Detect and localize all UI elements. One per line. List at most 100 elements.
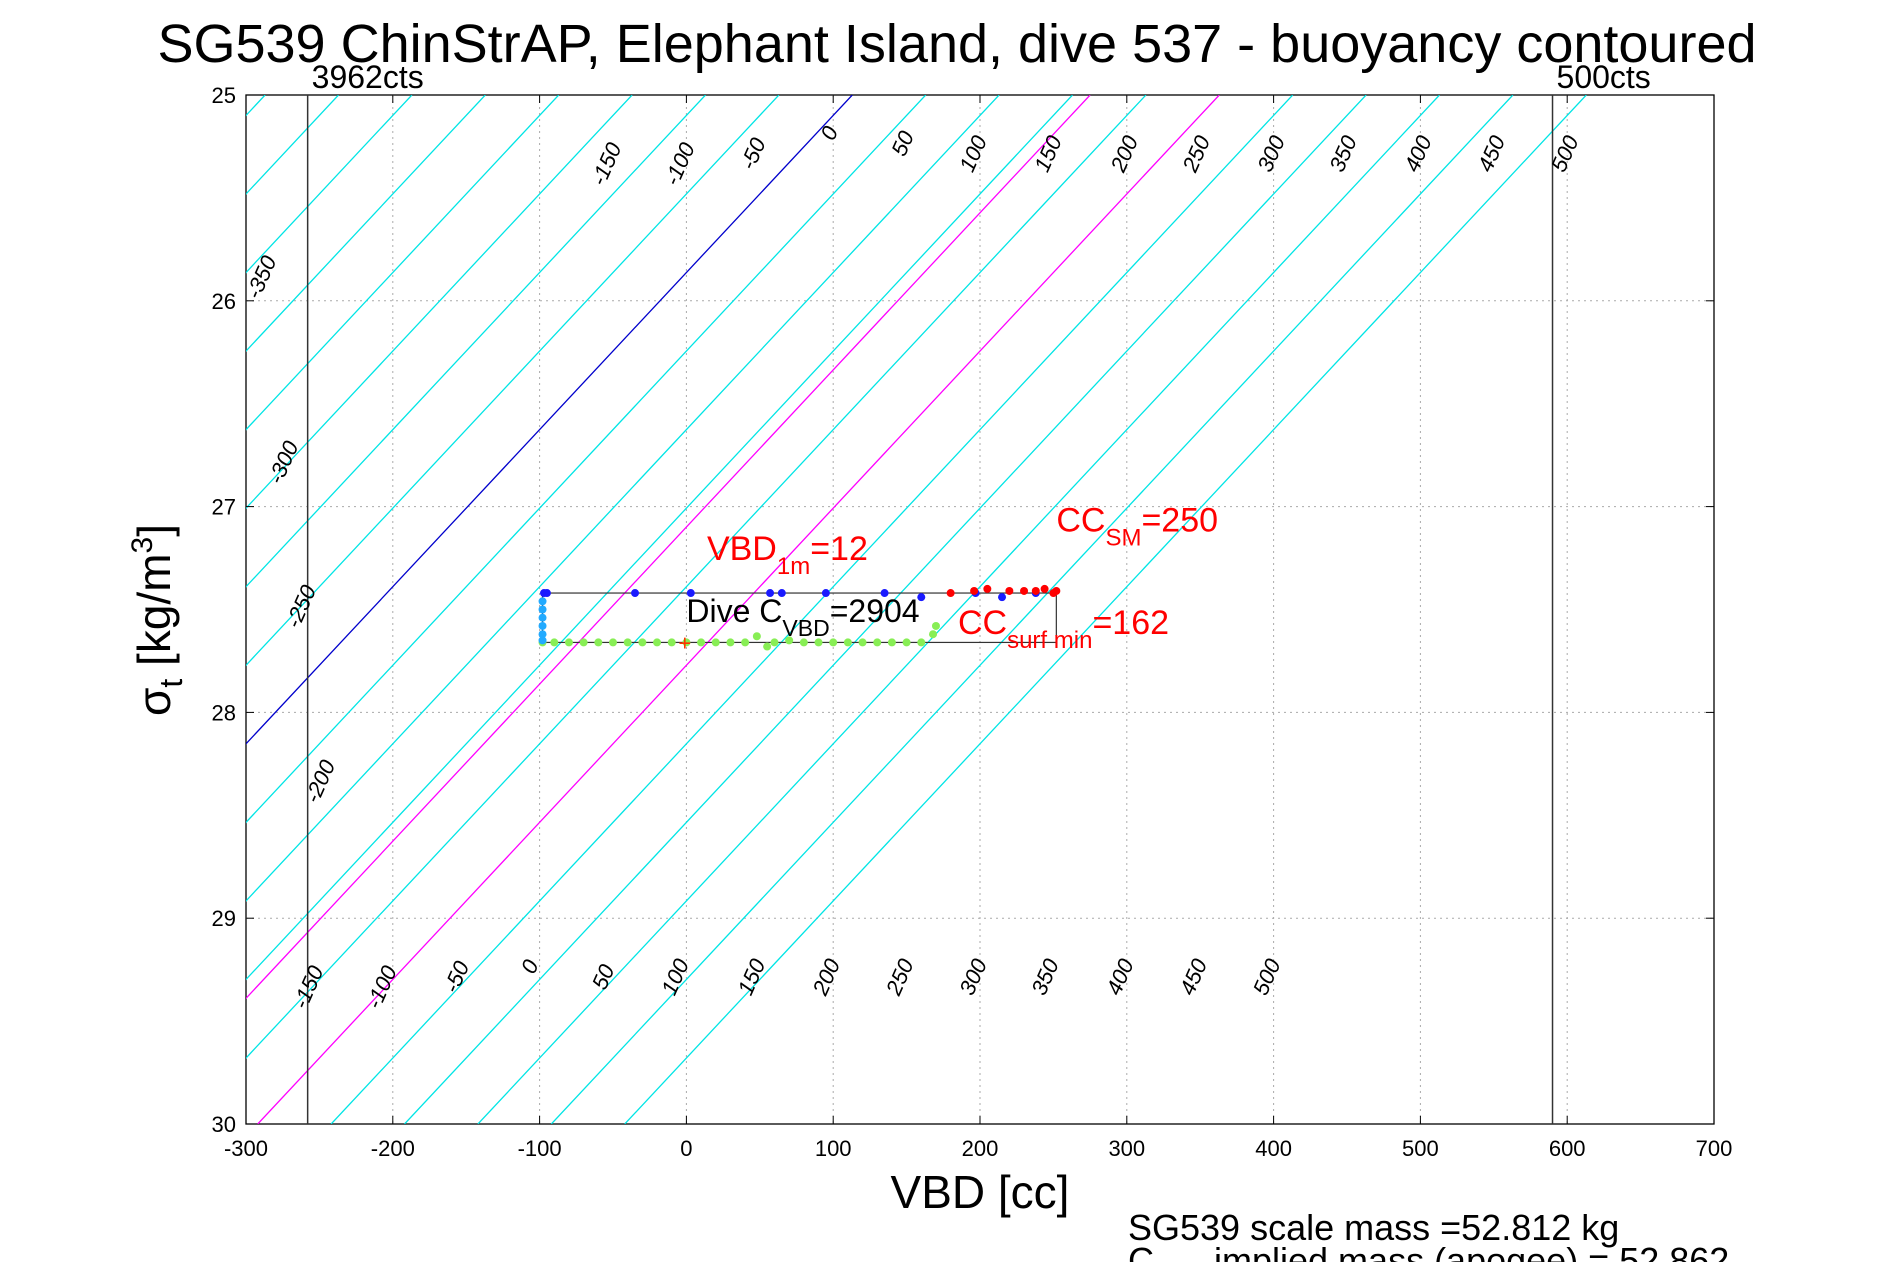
data-point bbox=[741, 638, 750, 647]
contour-line bbox=[624, 95, 1587, 1124]
contour-line bbox=[246, 95, 927, 824]
grid-lines bbox=[246, 95, 1714, 1124]
contour-label: -50 bbox=[735, 133, 771, 173]
contour-line bbox=[404, 95, 1367, 1124]
annotations: VBD1m=12 CCSM=250 CCsurf min=162 Dive CVBD=… bbox=[686, 501, 1218, 654]
chart-title: SG539 ChinStrAP, Elephant Island, dive 5… bbox=[157, 14, 1756, 74]
buoyancy-contours bbox=[246, 95, 1587, 1124]
footer-scale-mass: SG539 scale mass =52.812 kg bbox=[1128, 1207, 1619, 1248]
contour-label: 100 bbox=[656, 954, 694, 998]
footer-implied-mass: C implied mass (apogee) = 52.862 bbox=[1128, 1240, 1729, 1262]
contour-line bbox=[550, 95, 1514, 1124]
contour-label: 350 bbox=[1026, 954, 1064, 998]
contour-line bbox=[246, 95, 1073, 981]
contour-label: -200 bbox=[300, 755, 341, 806]
data-point bbox=[770, 638, 779, 647]
data-point bbox=[829, 638, 838, 647]
data-point bbox=[538, 613, 547, 622]
data-point bbox=[880, 589, 889, 598]
contour-label: 0 bbox=[815, 122, 843, 144]
data-point bbox=[887, 638, 896, 647]
zero-marker: + bbox=[678, 630, 691, 655]
y-tick-label: 28 bbox=[212, 700, 236, 725]
contour-label: 50 bbox=[587, 960, 620, 993]
contour-label: 200 bbox=[807, 954, 845, 999]
contour-label: 150 bbox=[733, 954, 771, 998]
contour-label: -250 bbox=[280, 581, 321, 632]
annotation: VBD1m=12 bbox=[707, 530, 868, 580]
x-tick-label: 100 bbox=[815, 1136, 852, 1161]
y-tick-label: 29 bbox=[212, 906, 236, 931]
data-point bbox=[686, 589, 695, 598]
x-tick-label: -100 bbox=[518, 1136, 562, 1161]
data-point bbox=[631, 589, 640, 598]
data-point bbox=[564, 638, 573, 647]
data-point bbox=[638, 638, 647, 647]
data-point bbox=[763, 642, 772, 651]
x-tick-label: 0 bbox=[680, 1136, 692, 1161]
data-point bbox=[983, 584, 992, 593]
contour-line bbox=[246, 95, 560, 431]
data-point bbox=[550, 638, 559, 647]
y-axis-ticks: 25 26 27 28 29 30 bbox=[212, 83, 1714, 1137]
x-tick-label: 600 bbox=[1549, 1136, 1586, 1161]
data-point bbox=[946, 589, 955, 598]
y-axis-label: σt [kg/m3] bbox=[126, 524, 189, 716]
contour-label: 200 bbox=[1105, 131, 1143, 176]
data-point bbox=[902, 638, 911, 647]
data-point bbox=[594, 638, 603, 647]
y-tick-label: 25 bbox=[212, 83, 236, 108]
contour-line bbox=[246, 95, 1147, 1059]
contour-label: 300 bbox=[1252, 131, 1290, 175]
data-point bbox=[970, 586, 979, 595]
contour-label: 0 bbox=[516, 955, 544, 977]
contour-line bbox=[246, 95, 413, 274]
contour-line bbox=[246, 95, 486, 353]
data-point bbox=[538, 630, 547, 639]
data-point bbox=[843, 638, 852, 647]
contour-label: -350 bbox=[241, 251, 282, 302]
data-point bbox=[711, 638, 720, 647]
x-tick-label: 300 bbox=[1108, 1136, 1145, 1161]
data-point bbox=[1020, 586, 1029, 595]
data-point bbox=[697, 638, 706, 647]
annotation: Dive CVBD=2904 bbox=[686, 593, 919, 641]
contour-label: 500 bbox=[1546, 131, 1584, 175]
annotation: CCsurf min=162 bbox=[958, 604, 1169, 654]
data-point bbox=[1040, 584, 1049, 593]
contour-label: 300 bbox=[954, 954, 992, 998]
data-point bbox=[777, 589, 786, 598]
x-axis-ticks: -300 -200 -100 0 100 200 300 400 500 600 700 bbox=[224, 95, 1732, 1161]
contour-label: 350 bbox=[1324, 131, 1362, 175]
x-tick-label: -300 bbox=[224, 1136, 268, 1161]
data-point bbox=[799, 638, 808, 647]
contour-line bbox=[246, 95, 780, 667]
data-point bbox=[917, 638, 926, 647]
data-point bbox=[609, 638, 617, 647]
contour-label: 450 bbox=[1472, 131, 1510, 175]
x-axis-label: VBD [cc] bbox=[891, 1166, 1070, 1218]
contour-line bbox=[246, 95, 1000, 902]
data-point bbox=[929, 630, 938, 639]
data-point bbox=[667, 638, 676, 647]
data-point bbox=[726, 638, 735, 647]
contour-label: -100 bbox=[659, 138, 700, 189]
contour-line bbox=[246, 95, 706, 588]
vbd-limit-label: 500cts bbox=[1557, 59, 1651, 95]
data-point bbox=[579, 638, 588, 647]
data-point bbox=[542, 589, 551, 598]
contour-label: -100 bbox=[361, 961, 402, 1012]
contour-label: 400 bbox=[1101, 954, 1139, 998]
contour-line bbox=[246, 95, 853, 745]
contour-label: 150 bbox=[1029, 131, 1067, 175]
y-tick-label: 30 bbox=[212, 1112, 236, 1137]
data-point bbox=[682, 638, 691, 647]
contour-line bbox=[246, 95, 633, 510]
data-point bbox=[917, 593, 926, 602]
contour-label: -300 bbox=[263, 437, 304, 488]
highlight-contour-line bbox=[246, 95, 1091, 1000]
x-tick-label: 400 bbox=[1255, 1136, 1292, 1161]
data-points: + bbox=[538, 584, 1061, 655]
x-tick-label: 700 bbox=[1696, 1136, 1733, 1161]
contour-label: 250 bbox=[880, 954, 918, 999]
